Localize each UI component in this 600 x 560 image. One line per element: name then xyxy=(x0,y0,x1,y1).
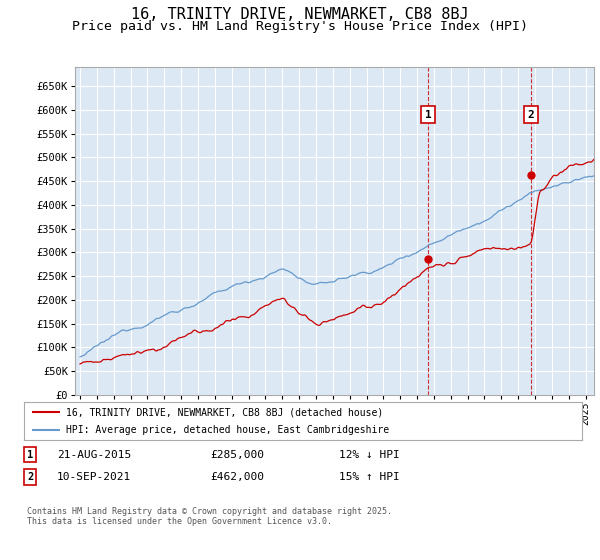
Text: 1: 1 xyxy=(425,110,431,120)
Text: 12% ↓ HPI: 12% ↓ HPI xyxy=(339,450,400,460)
Text: Price paid vs. HM Land Registry's House Price Index (HPI): Price paid vs. HM Land Registry's House … xyxy=(72,20,528,32)
Text: £285,000: £285,000 xyxy=(210,450,264,460)
Text: 16, TRINITY DRIVE, NEWMARKET, CB8 8BJ (detached house): 16, TRINITY DRIVE, NEWMARKET, CB8 8BJ (d… xyxy=(66,407,383,417)
Text: 21-AUG-2015: 21-AUG-2015 xyxy=(57,450,131,460)
Text: £462,000: £462,000 xyxy=(210,472,264,482)
Text: HPI: Average price, detached house, East Cambridgeshire: HPI: Average price, detached house, East… xyxy=(66,425,389,435)
Text: 10-SEP-2021: 10-SEP-2021 xyxy=(57,472,131,482)
Text: Contains HM Land Registry data © Crown copyright and database right 2025.
This d: Contains HM Land Registry data © Crown c… xyxy=(27,507,392,526)
Text: 2: 2 xyxy=(27,472,33,482)
Text: 1: 1 xyxy=(27,450,33,460)
Text: 2: 2 xyxy=(527,110,534,120)
Text: 16, TRINITY DRIVE, NEWMARKET, CB8 8BJ: 16, TRINITY DRIVE, NEWMARKET, CB8 8BJ xyxy=(131,7,469,22)
Text: 15% ↑ HPI: 15% ↑ HPI xyxy=(339,472,400,482)
